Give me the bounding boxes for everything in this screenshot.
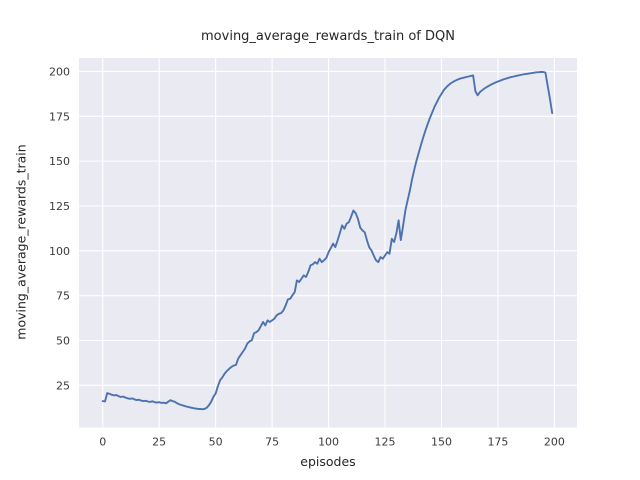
y-tick-label: 125 xyxy=(49,200,70,213)
y-tick-label: 100 xyxy=(49,245,70,258)
x-tick-label: 200 xyxy=(544,436,565,449)
chart-title: moving_average_rewards_train of DQN xyxy=(201,29,455,44)
x-axis-label: episodes xyxy=(300,454,356,469)
x-tick-label: 175 xyxy=(487,436,508,449)
x-tick-label: 50 xyxy=(209,436,223,449)
y-tick-label: 175 xyxy=(49,110,70,123)
y-tick-label: 25 xyxy=(56,379,70,392)
x-tick-label: 150 xyxy=(431,436,452,449)
x-tick-label: 125 xyxy=(375,436,396,449)
x-tick-label: 25 xyxy=(152,436,166,449)
x-tick-label: 0 xyxy=(99,436,106,449)
data-line-moving_average_rewards_train xyxy=(101,71,554,411)
x-tick-label: 100 xyxy=(318,436,339,449)
axes-background xyxy=(79,58,577,428)
x-tick-label: 75 xyxy=(265,436,279,449)
y-tick-label: 200 xyxy=(49,65,70,78)
y-axis-label: moving_average_rewards_train xyxy=(13,144,29,340)
y-tick-label: 150 xyxy=(49,155,70,168)
y-tick-label: 75 xyxy=(56,290,70,303)
y-tick-label: 50 xyxy=(56,335,70,348)
